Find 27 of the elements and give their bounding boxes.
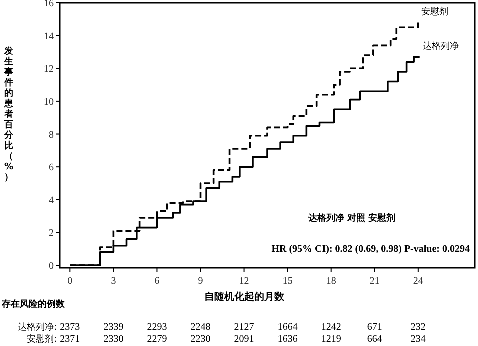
x-tick-label: 12 xyxy=(239,276,250,287)
x-tick-label: 15 xyxy=(282,276,293,287)
x-tick-label: 21 xyxy=(370,276,380,287)
y-tick-label: 10 xyxy=(44,96,54,108)
y-tick-label: 0 xyxy=(49,261,54,272)
text: 达格列净: 2373 2339 2293 2248 2127 1664 1242 671 232 xyxy=(18,322,426,333)
text: 存在风险的例数 xyxy=(1,299,66,310)
x-axis-title: 自随机化起的月数 xyxy=(204,291,286,303)
annotation: 达格列净 对照 安慰剂 xyxy=(307,213,396,224)
y-tick-label: 16 xyxy=(44,0,54,10)
series-label: 安慰剂 xyxy=(421,6,448,18)
x-tick-label: 0 xyxy=(68,276,73,287)
x-tick-label: 24 xyxy=(413,276,424,287)
y-tick-label: 8 xyxy=(49,130,54,141)
text: 安慰剂: 2371 2330 2279 2230 2091 1636 1219 664 234 xyxy=(26,334,426,345)
y-tick-label: 4 xyxy=(49,195,54,206)
y-tick-label: 14 xyxy=(44,31,54,42)
y-tick-label: 2 xyxy=(49,228,54,240)
annotation: HR (95% CI): 0.82 (0.69, 0.98) P-value: 0.0294 xyxy=(272,244,470,255)
series-label: 达格列净 xyxy=(422,41,459,52)
y-tick-label: 6 xyxy=(49,162,54,174)
text: 发生事件的患者百分比（%） xyxy=(4,47,14,183)
x-tick-label: 18 xyxy=(326,276,336,287)
x-tick-label: 9 xyxy=(198,276,204,287)
x-tick-label: 6 xyxy=(154,276,160,287)
x-tick-label: 3 xyxy=(111,276,116,287)
y-tick-label: 12 xyxy=(44,64,54,76)
